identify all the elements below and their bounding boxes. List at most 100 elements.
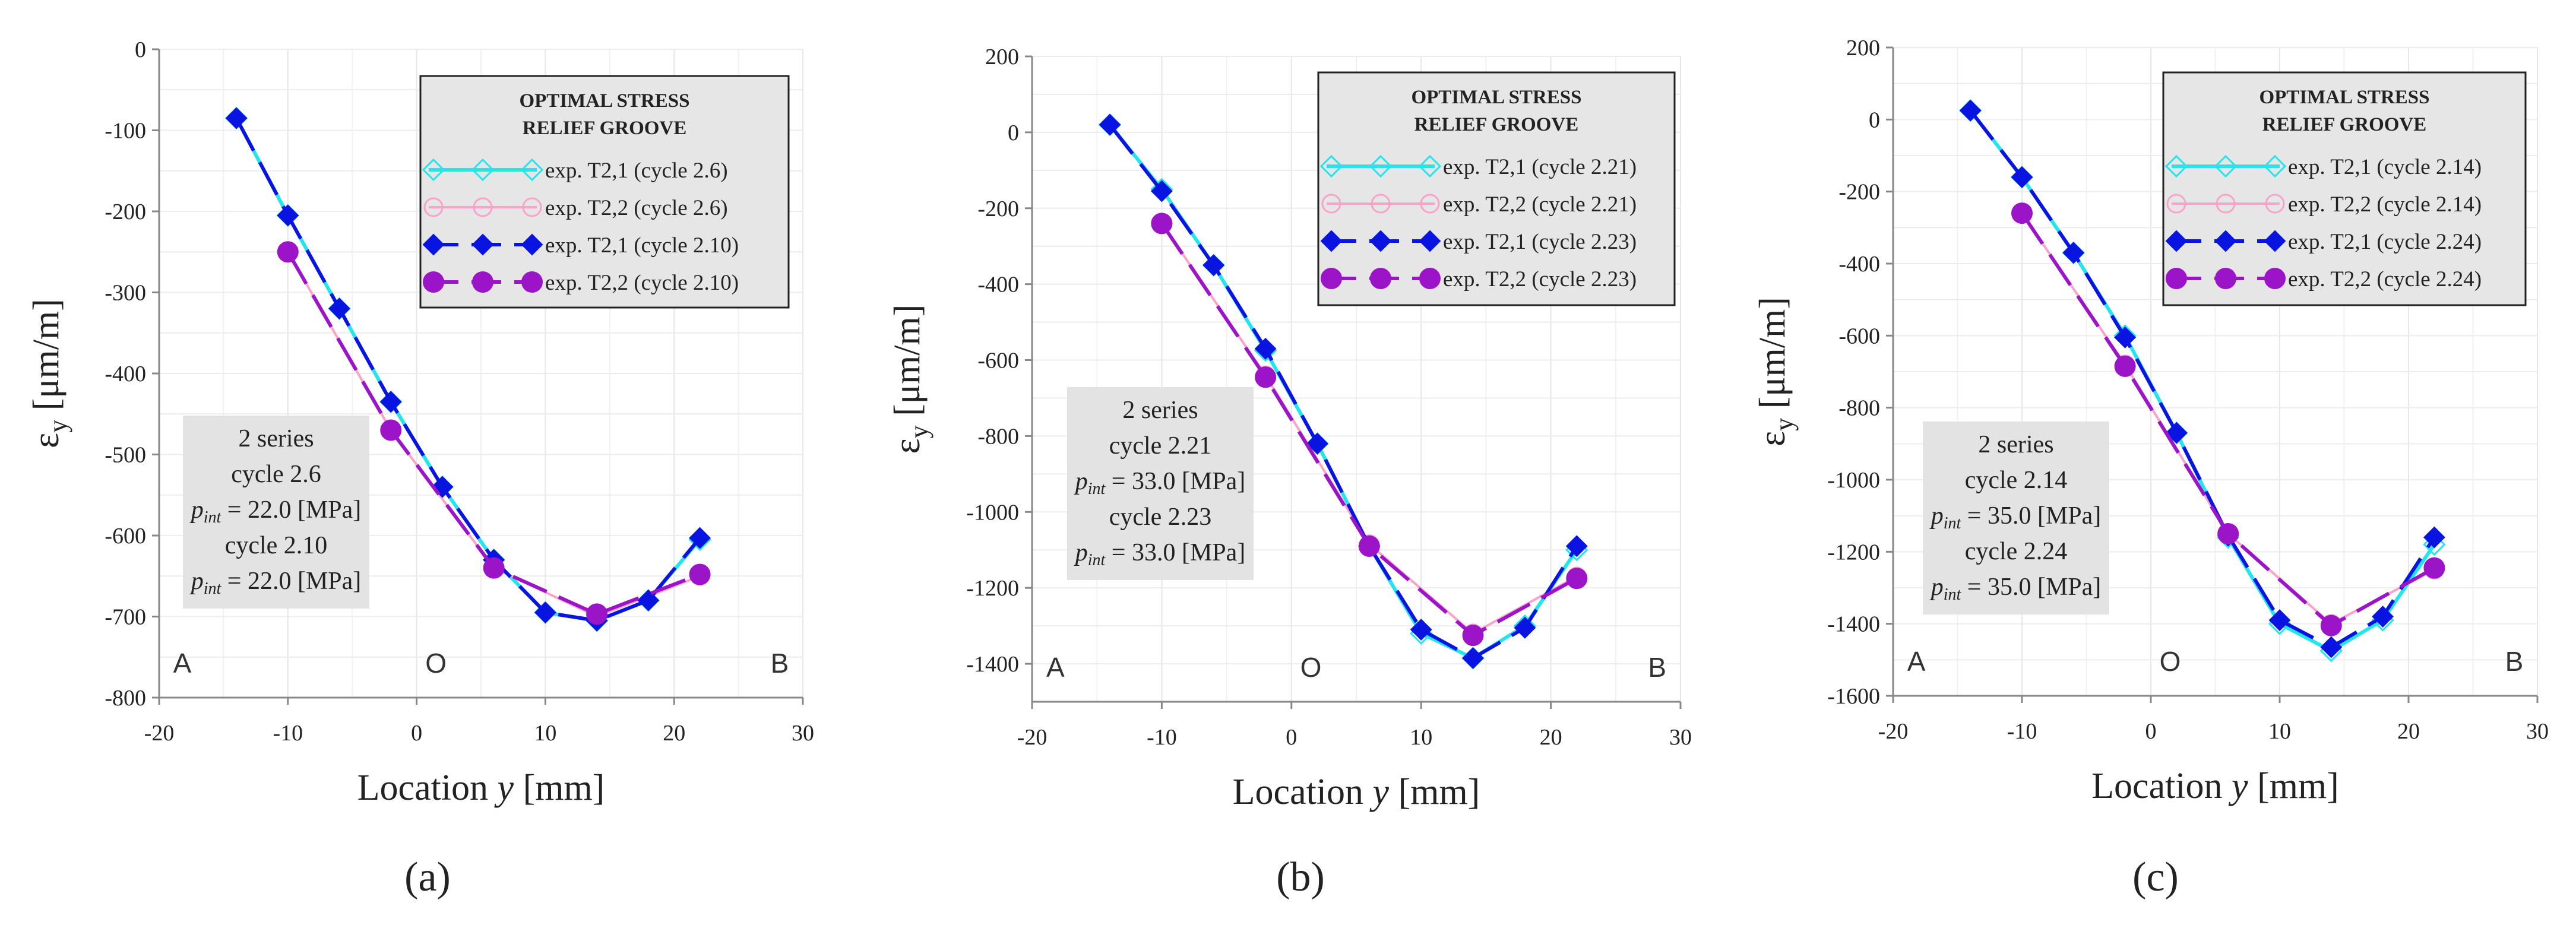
series-4 [1151,213,1588,647]
legend-swatch-marker [1321,194,1341,214]
legend-swatch-marker [2166,268,2187,289]
x-tick-label: 0 [2145,719,2157,744]
info-box: 2 series cycle 2.6 pint = 22.0 [MPa] cycle … [183,416,369,609]
y-tick-label: -300 [105,281,146,306]
y-tick-label: -400 [1838,252,1880,277]
legend-swatch-marker [1319,154,1343,178]
info-cycle-b: cycle 2.10 [225,532,328,559]
legend-swatch-marker [521,233,543,256]
y-tick-label: 200 [1846,36,1880,61]
y-tick-label: -1600 [1827,684,1880,709]
info-box: 2 series cycle 2.21 pint = 33.0 [MPa] cycle… [1067,387,1254,580]
legend-swatch-marker [472,271,493,293]
legend-swatch-marker [473,197,493,217]
legend-swatch-marker [1420,194,1440,214]
data-point [1358,535,1380,557]
info-pint-b: pint = 35.0 [MPa] [1929,574,2102,604]
data-point [2217,523,2239,544]
legend-entry-2: exp. T2,2 (cycle 2.21) [1321,192,1637,217]
y-tick-label: -200 [1838,180,1880,205]
series-3 [1099,113,1588,669]
legend-swatch-marker [1418,154,1442,178]
legend-label: exp. T2,2 (cycle 2.23) [1443,267,1637,292]
legend-label: exp. T2,1 (cycle 2.14) [2288,155,2482,179]
chart-panel-3: 2000-200-400-600-800-1000-1200-1400-1600… [1752,36,2549,900]
panel-label: (c) [2132,854,2179,900]
legend-swatch-marker [423,197,444,217]
data-point [534,601,556,624]
y-tick-label: 0 [1869,107,1880,132]
legend-title-line-1: OPTIMAL STRESS [519,90,689,112]
info-pint-a: pint = 22.0 [MPa] [189,496,362,527]
legend-entry-3: exp. T2,1 (cycle 2.24) [2165,230,2482,254]
position-label-a: A [173,648,192,679]
x-tick-label: 20 [1540,725,1562,750]
y-tick-label: -100 [105,119,146,144]
x-tick-label: 20 [663,721,685,746]
chart-panel-1: 0-100-200-300-400-500-600-700-800-20 -10 0… [26,37,814,900]
y-tick-label: -200 [977,197,1019,221]
legend-swatch-marker [1371,194,1391,214]
legend-entry-1: exp. T2,1 (cycle 2.21) [1319,154,1637,179]
legend-entry-2: exp. T2,2 (cycle 2.14) [2166,192,2482,217]
x-tick-label: -10 [273,721,303,746]
legend-label: exp. T2,2 (cycle 2.14) [2288,192,2482,217]
data-point [483,557,505,579]
legend-label: exp. T2,2 (cycle 2.10) [545,271,739,295]
legend-entry-1: exp. T2,1 (cycle 2.14) [2164,154,2482,179]
legend-swatch-marker [2216,194,2236,214]
legend-entry-4: exp. T2,2 (cycle 2.10) [423,271,739,295]
x-tick-label: 10 [1410,725,1432,750]
legend-box [1317,71,1676,306]
y-tick-label: -200 [105,199,146,224]
data-point [380,419,402,441]
y-axis-title: εy [μm/m] [1752,297,1799,446]
data-point [2268,609,2291,632]
legend-swatch-marker [1369,230,1392,252]
info-cycle-a: cycle 2.21 [1109,432,1212,460]
legend-swatch-marker [2165,230,2188,252]
info-series-label: 2 series [1122,397,1198,424]
info-pint-a: pint = 35.0 [MPa] [1929,502,2102,533]
y-tick-label: -800 [1838,396,1880,421]
legend: OPTIMAL STRESS RELIEF GROOVE exp. T2,1 (cy… [1317,71,1676,306]
data-point [2423,557,2445,579]
position-label-o: O [2160,646,2181,677]
y-tick-label: -1400 [966,652,1019,677]
y-tick-label: -800 [105,686,146,711]
y-tick-label: -800 [977,424,1019,449]
legend-swatch-marker [2214,230,2237,252]
info-cycle-b: cycle 2.23 [1109,503,1212,531]
info-cycle-b: cycle 2.24 [1965,538,2068,565]
info-pint-b: pint = 33.0 [MPa] [1074,539,1246,569]
position-label-b: B [1648,652,1666,683]
legend-entry-3: exp. T2,1 (cycle 2.10) [422,233,739,258]
data-point [1099,113,1121,136]
data-point [1255,366,1277,388]
data-point [277,241,299,263]
legend-swatch-marker [1321,268,1342,289]
legend-swatch-marker [2263,154,2287,178]
data-point [637,589,660,612]
x-tick-label: 30 [792,721,814,746]
data-point [586,603,608,625]
series-line [1108,123,1578,660]
x-tick-label: -20 [1017,725,1048,750]
x-tick-label: -10 [2007,719,2037,744]
series-line [235,117,701,623]
x-tick-label: 10 [2268,719,2291,744]
info-box-background [1067,387,1254,580]
legend-swatch-marker [1320,230,1343,252]
legend-swatch-marker [2264,268,2286,289]
x-axis-title: Location y [mm] [357,768,605,808]
y-tick-label: -1200 [1827,540,1880,565]
legend-title-line-1: OPTIMAL STRESS [2259,87,2429,108]
legend-label: exp. T2,1 (cycle 2.6) [545,159,728,183]
legend-box [419,75,790,309]
data-point [225,107,248,129]
legend-swatch-marker [1419,268,1441,289]
y-tick-label: -500 [105,443,146,468]
info-cycle-a: cycle 2.6 [231,461,321,488]
legend-box [2162,71,2527,306]
data-point [328,297,350,320]
